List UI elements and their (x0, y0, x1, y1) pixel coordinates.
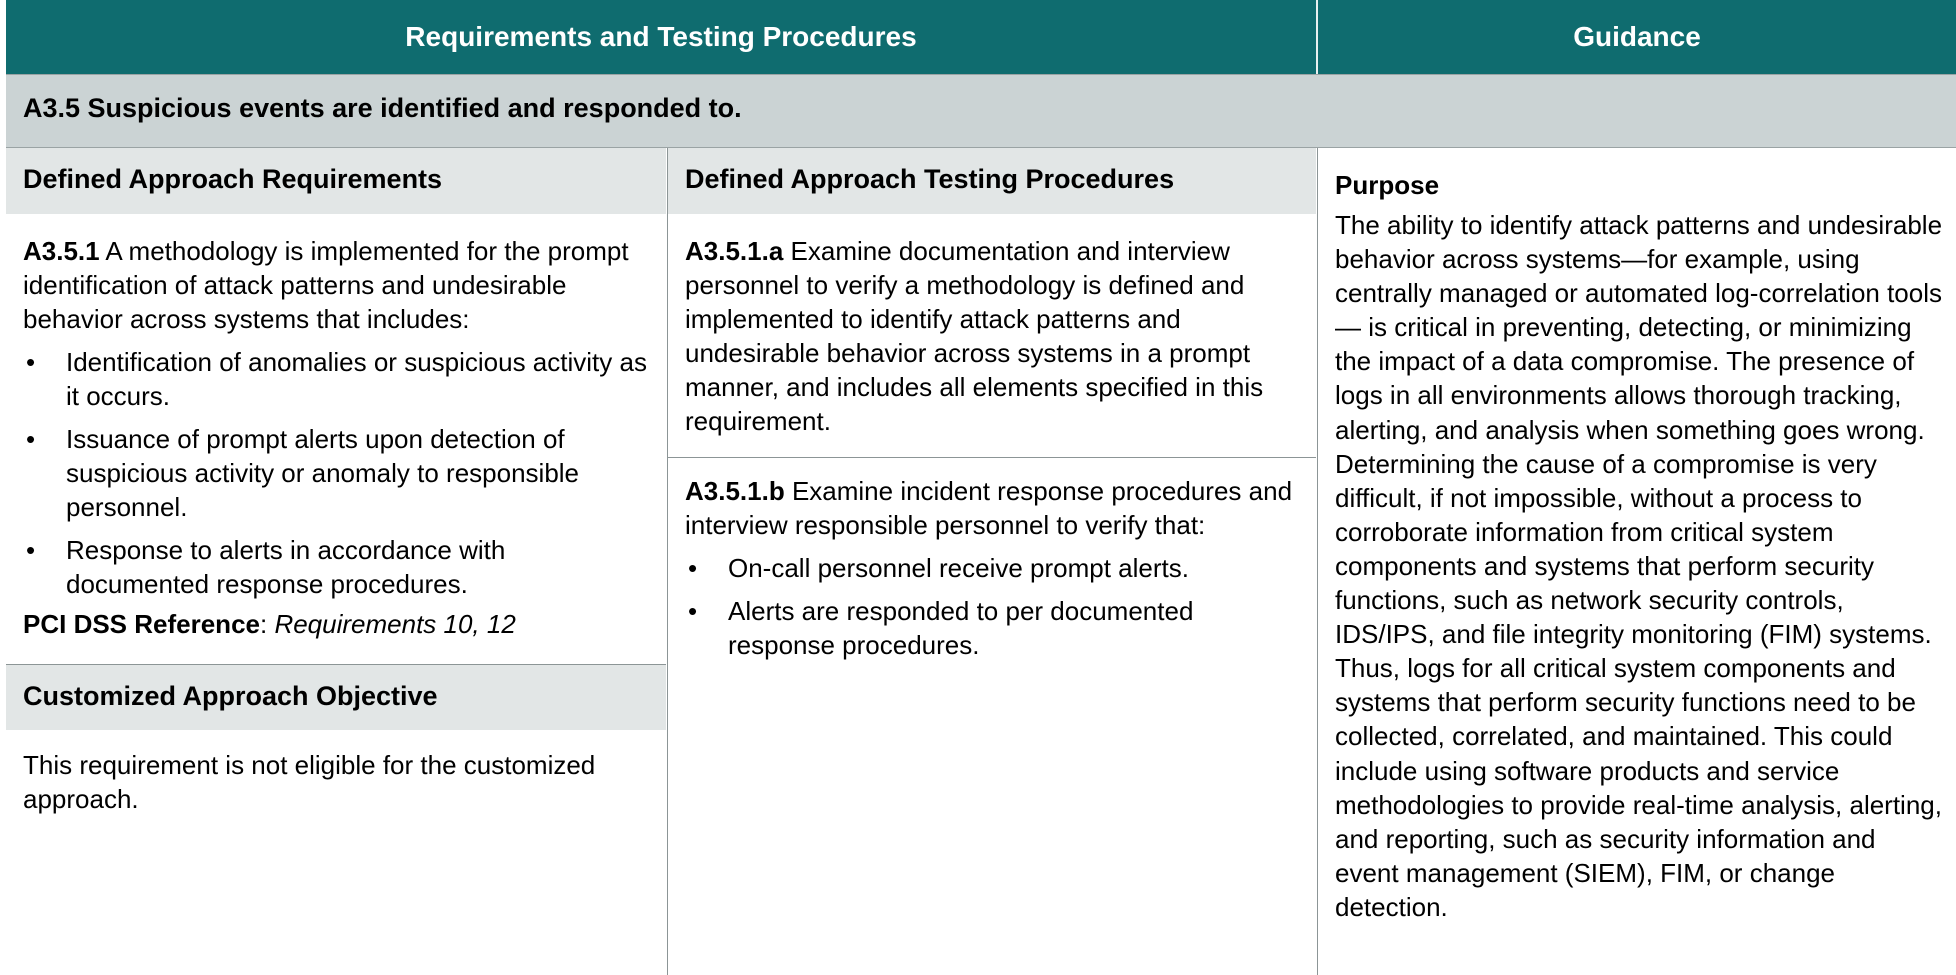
customized-text: This requirement is not eligible for the… (23, 750, 596, 814)
customized-heading: Customized Approach Objective (23, 681, 438, 711)
requirements-heading: Defined Approach Requirements (23, 164, 443, 194)
guidance-text: The ability to identify attack patterns … (1335, 210, 1943, 922)
procedure-b-id: A3.5.1.b (685, 476, 785, 506)
requirement-id: A3.5.1 (23, 236, 100, 266)
procedure-b-text: A3.5.1.b Examine incident response proce… (685, 476, 1293, 540)
requirement-description: A methodology is implemented for the pro… (23, 236, 629, 334)
requirements-column: Defined Approach Requirements A3.5.1 A m… (6, 148, 666, 975)
bullet-icon: • (26, 535, 36, 565)
procedure-a-id: A3.5.1.a (685, 236, 784, 266)
requirement-text: A3.5.1 A methodology is implemented for … (23, 234, 653, 336)
testing-procedure-a: A3.5.1.a Examine documentation and inter… (685, 234, 1300, 438)
header-guidance-title: Guidance (1573, 21, 1701, 52)
list-item: • Alerts are responded to per documented … (688, 596, 1194, 660)
row-divider (6, 664, 666, 665)
list-item: • Identification of anomalies or suspicio… (26, 347, 647, 411)
list-item: • Issuance of prompt alerts upon detectio… (26, 424, 580, 522)
reference-label: PCI DSS Reference (23, 609, 260, 639)
customized-body: This requirement is not eligible for the… (23, 748, 653, 816)
testing-column: Defined Approach Testing Procedures A3.5… (668, 148, 1316, 975)
bullet-icon: • (26, 424, 36, 454)
list-item: • Response to alerts in accordance with d… (26, 535, 506, 599)
testing-heading: Defined Approach Testing Procedures (685, 164, 1175, 194)
procedure-b-bullets: • On-call personnel receive prompt alerts… (685, 551, 1300, 662)
header-divider (1316, 0, 1318, 74)
testing-subheader: Defined Approach Testing Procedures (668, 148, 1316, 214)
pci-dss-reference: PCI DSS Reference: Requirements 10, 12 (23, 609, 516, 639)
row-divider (668, 457, 1316, 458)
section-title-band: A3.5 Suspicious events are identified an… (6, 74, 1956, 148)
bullet-icon: • (26, 347, 36, 377)
procedure-a-text: A3.5.1.a Examine documentation and inter… (685, 236, 1264, 436)
table-header: Requirements and Testing Procedures Guid… (6, 0, 1956, 74)
guidance-heading: Purpose (1335, 170, 1440, 200)
testing-procedure-b: A3.5.1.b Examine incident response proce… (685, 474, 1300, 671)
column-divider (667, 148, 668, 975)
customized-subheader: Customized Approach Objective (6, 665, 666, 730)
reference-value: Requirements 10, 12 (274, 609, 516, 639)
requirements-table: Requirements and Testing Procedures Guid… (6, 0, 1956, 975)
requirements-subheader: Defined Approach Requirements (6, 148, 666, 214)
bullet-icon: • (688, 596, 698, 626)
guidance-column: Purpose The ability to identify attack p… (1318, 148, 1956, 975)
requirement-body: A3.5.1 A methodology is implemented for … (23, 234, 653, 641)
requirement-bullets: • Identification of anomalies or suspicio… (23, 345, 653, 601)
section-title: A3.5 Suspicious events are identified an… (23, 93, 742, 123)
bullet-icon: • (688, 553, 698, 583)
list-item: • On-call personnel receive prompt alerts… (688, 553, 1189, 583)
column-divider (1317, 148, 1318, 975)
header-requirements-title: Requirements and Testing Procedures (405, 21, 917, 52)
